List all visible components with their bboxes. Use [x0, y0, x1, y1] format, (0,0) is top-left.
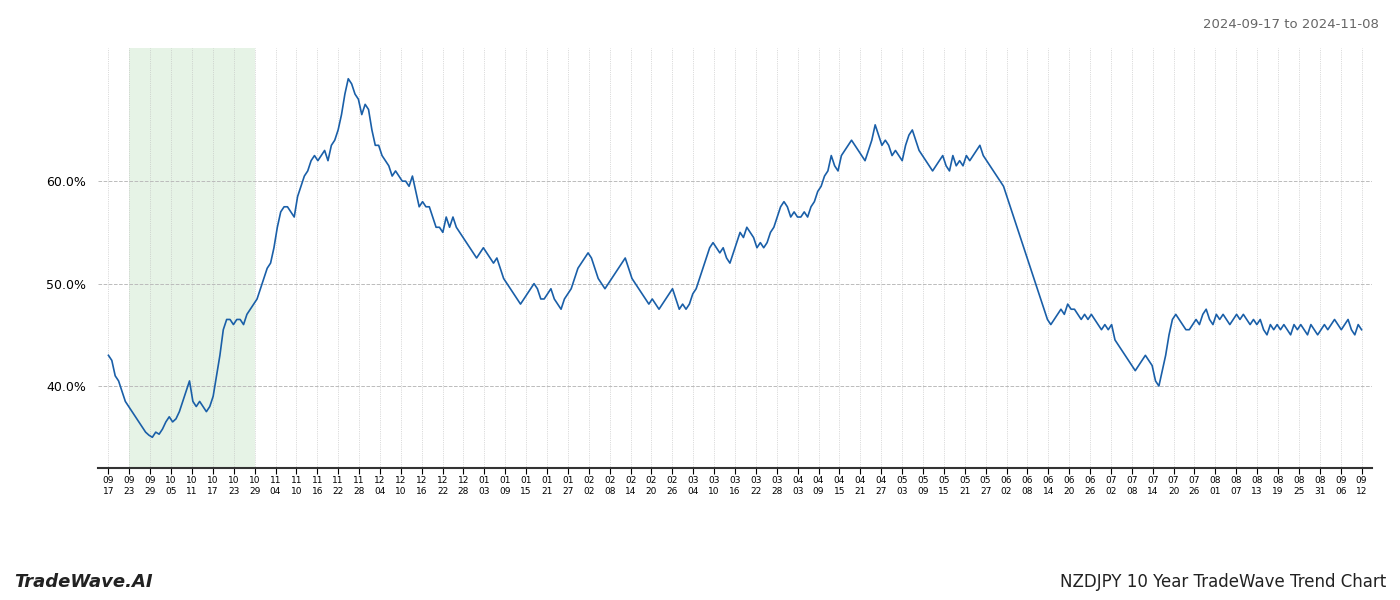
Text: NZDJPY 10 Year TradeWave Trend Chart: NZDJPY 10 Year TradeWave Trend Chart: [1060, 573, 1386, 591]
Bar: [129, 48, 255, 468]
Text: 2024-09-17 to 2024-11-08: 2024-09-17 to 2024-11-08: [1203, 18, 1379, 31]
Text: TradeWave.AI: TradeWave.AI: [14, 573, 153, 591]
